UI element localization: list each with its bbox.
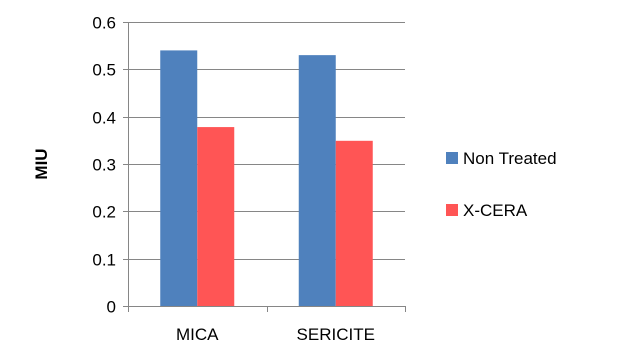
y-tick-label: 0.4 [92,109,116,128]
bar-x-cera-mica [197,127,235,306]
y-tick-label: 0.3 [92,156,116,175]
bar-non-treated-sericite [298,55,336,307]
axes [128,22,405,307]
y-tick-label: 0 [107,298,116,317]
y-axis-title: MIU [32,148,51,179]
y-tick-label: 0.1 [92,251,116,270]
y-tick-label: 0.6 [92,14,116,33]
y-tick-labels: 0 0.1 0.2 0.3 0.4 0.5 0.6 [92,14,128,317]
bar-non-treated-mica [160,50,198,307]
legend-swatch [446,152,458,164]
bar-x-cera-sericite [335,140,373,306]
x-tick-label: SERICITE [297,325,375,344]
y-tick-label: 0.2 [92,203,116,222]
x-tick-labels: MICA SERICITE [128,306,406,344]
y-tick-label: 0.5 [92,61,116,80]
legend-label: Non Treated [463,149,557,168]
bars [160,50,373,307]
legend-swatch [446,204,458,216]
legend: Non Treated X-CERA [446,149,557,220]
legend-label: X-CERA [463,201,528,220]
x-tick-label: MICA [176,325,219,344]
